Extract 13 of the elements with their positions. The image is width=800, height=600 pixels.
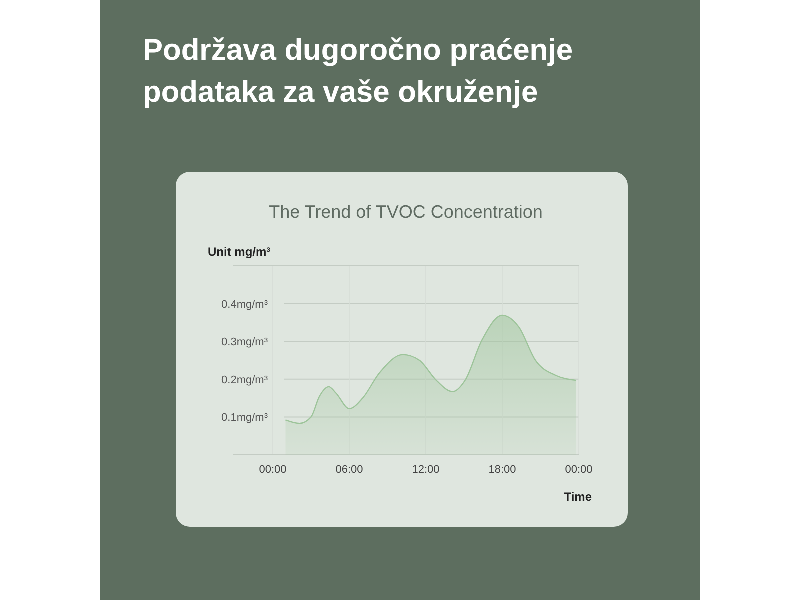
y-tick-label: 0.4mg/m³	[222, 298, 268, 311]
y-axis-title: Unit mg/m³	[208, 245, 271, 259]
chart-subtitle: The Trend of TVOC Concentration	[269, 202, 543, 222]
y-tick-label: 0.3mg/m³	[222, 336, 268, 349]
y-tick-label: 0.2mg/m³	[222, 374, 268, 386]
chart-title: Podržava dugoročno praćenje podataka za vaše okruženje	[143, 34, 574, 109]
x-tick-label: 00:00	[565, 464, 593, 476]
x-tick-label: 18:00	[488, 464, 516, 476]
x-axis-title: Time	[564, 490, 592, 504]
x-tick-label: 00:00	[259, 464, 287, 476]
y-tick-label: 0.1mg/m³	[222, 412, 268, 424]
x-tick-label: 06:00	[336, 464, 364, 476]
x-tick-label: 12:00	[412, 464, 440, 476]
